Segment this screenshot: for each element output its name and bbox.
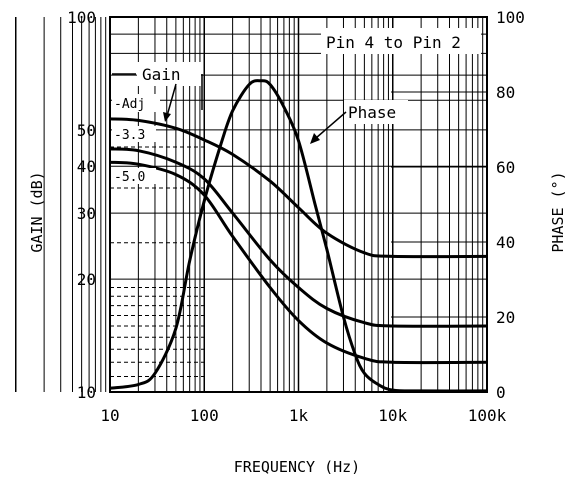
phase-arrow-shaft: [315, 111, 347, 139]
series-label-minus33: -3.3: [114, 128, 145, 143]
minus33-label-bg: [112, 126, 156, 142]
y-right-tick-label: 40: [496, 233, 515, 252]
adj-label-bg: [112, 94, 160, 112]
y-left-tick-label: 100: [67, 8, 96, 27]
y-right-tick-label: 0: [496, 383, 506, 402]
condition-label-bg: [321, 28, 481, 54]
condition-label: Pin 4 to Pin 2: [326, 33, 461, 52]
y-left-tick-label: 10: [77, 383, 96, 402]
minus50-label-bg: [112, 168, 156, 184]
y-left-tick-labels: 10 20 30 40 50 100: [67, 8, 96, 402]
series-label-adj: -Adj: [114, 97, 145, 112]
phase-curve: [109, 79, 488, 393]
x-tick-label: 1k: [289, 406, 309, 425]
y-left-tick-label: 20: [77, 270, 96, 289]
phase-label-bg: [344, 100, 408, 124]
gain-label-bg: [137, 62, 201, 86]
x-tick-labels: 10 100 1k 10k 100k: [100, 406, 506, 425]
gain-curve-adj: [109, 117, 488, 259]
series-label-minus50: -5.0: [114, 170, 145, 185]
data-lines: [109, 79, 488, 393]
x-tick-label: 10: [100, 406, 119, 425]
gain-curve-minus33: [109, 147, 488, 328]
y-right-tick-label: 60: [496, 158, 515, 177]
y-left-tick-label: 40: [77, 157, 96, 176]
gain-label: Gain: [142, 65, 181, 84]
y-left-tick-label: 50: [77, 121, 96, 140]
gain-arrow-head: [163, 112, 171, 122]
gain-curve-minus50: [109, 160, 488, 365]
x-tick-label: 100k: [468, 406, 507, 425]
y-right-tick-label: 20: [496, 308, 515, 327]
x-tick-label: 10k: [378, 406, 407, 425]
phase-arrow-head: [310, 133, 320, 144]
y-right-axis-title: PHASE (°): [549, 171, 567, 252]
gain-arrow-shaft: [166, 83, 177, 117]
y-left-axis-title: GAIN (dB): [28, 171, 46, 252]
y-right-tick-label: 80: [496, 83, 515, 102]
phase-label: Phase: [348, 103, 396, 122]
x-tick-label: 100: [190, 406, 219, 425]
y-right-tick-labels: 0 20 40 60 80 100: [496, 8, 525, 402]
y-right-tick-label: 100: [496, 8, 525, 27]
y-left-tick-label: 30: [77, 204, 96, 223]
dashed-grid: [110, 146, 205, 377]
x-axis-title: FREQUENCY (Hz): [234, 458, 360, 476]
